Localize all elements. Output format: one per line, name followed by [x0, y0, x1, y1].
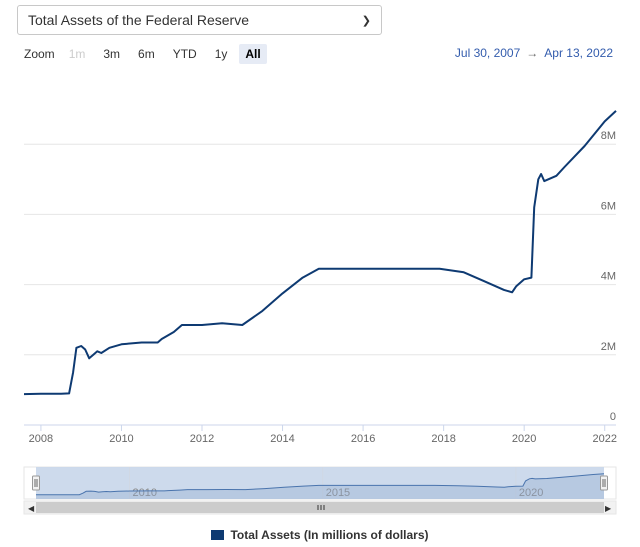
chevron-down-icon: ❯: [361, 14, 371, 27]
zoom-6m-button[interactable]: 6m: [138, 47, 155, 61]
x-tick-label: 2012: [190, 433, 214, 445]
x-tick-label: 2022: [592, 433, 616, 445]
legend-label: Total Assets (In millions of dollars): [230, 528, 429, 542]
zoom-1m-button[interactable]: 1m: [68, 47, 86, 61]
range-from-input[interactable]: Jul 30, 2007: [454, 46, 521, 60]
navigator-area: [36, 473, 604, 499]
navigator-series-line: [36, 473, 605, 496]
zoom-all-button[interactable]: All: [239, 44, 267, 64]
navigator-tick-label: 2020: [519, 487, 543, 499]
x-tick-label: 2020: [512, 433, 536, 445]
zoom-label: Zoom: [24, 47, 55, 61]
navigator-right-handle[interactable]: [600, 475, 608, 491]
zoom-3m-button[interactable]: 3m: [103, 47, 121, 61]
x-tick-label: 2016: [351, 433, 375, 445]
y-tick-label: 4M: [601, 271, 616, 283]
zoom-controls: Zoom 1m 3m 6m YTD 1y All: [24, 44, 267, 64]
series-line: [23, 110, 617, 396]
navigator-selection: [36, 467, 604, 499]
scroll-right-arrow-icon[interactable]: ▶: [605, 504, 612, 513]
y-tick-label: 0: [610, 411, 616, 423]
series-select[interactable]: Total Assets of the Federal Reserve ❯: [17, 5, 382, 35]
scroll-left-arrow-icon[interactable]: ◀: [28, 504, 35, 513]
x-tick-label: 2014: [270, 433, 294, 445]
range-separator: →: [526, 46, 539, 60]
y-tick-label: 6M: [601, 200, 616, 212]
legend[interactable]: Total Assets (In millions of dollars): [0, 528, 640, 542]
navigator-tick-label: 2015: [326, 487, 350, 499]
y-tick-label: 2M: [601, 341, 616, 353]
y-tick-label: 8M: [601, 130, 616, 142]
range-to-input[interactable]: Apr 13, 2022: [544, 46, 613, 60]
date-range: Jul 30, 2007 → Apr 13, 2022: [455, 46, 613, 60]
x-tick-label: 2018: [431, 433, 455, 445]
series-select-value: Total Assets of the Federal Reserve: [28, 12, 249, 28]
zoom-ytd-button[interactable]: YTD: [172, 47, 197, 61]
legend-swatch: [211, 530, 225, 540]
zoom-1y-button[interactable]: 1y: [214, 47, 228, 61]
navigator-tick-label: 2010: [133, 487, 157, 499]
scrollbar-thumb[interactable]: [36, 502, 604, 513]
x-tick-label: 2010: [109, 433, 133, 445]
navigator-left-handle[interactable]: [32, 475, 40, 491]
x-tick-label: 2008: [29, 433, 53, 445]
